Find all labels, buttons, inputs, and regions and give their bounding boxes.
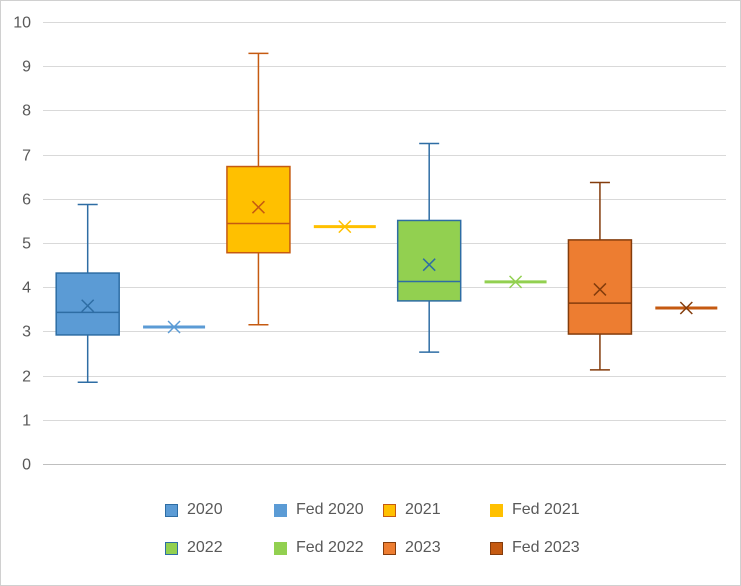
mean-marker-2023-b <box>593 282 607 296</box>
y-tick-label-9: 9 <box>22 59 31 76</box>
mean-marker-2021-b <box>251 200 265 214</box>
mean-marker-fed-2021 <box>338 220 352 234</box>
mean-marker-fed-2020 <box>167 320 181 334</box>
box-2023 <box>567 239 633 335</box>
y-tick-label-7: 7 <box>22 148 31 165</box>
y-tick-label-6: 6 <box>22 192 31 209</box>
box-2020 <box>55 272 120 336</box>
y-tick-label-5: 5 <box>22 236 31 253</box>
mean-marker-2022 <box>422 258 436 272</box>
y-tick-label-3: 3 <box>22 324 31 341</box>
mean-marker-fed-2022 <box>509 275 523 289</box>
y-axis-ticks: 0 1 2 3 4 5 6 7 8 9 10 <box>13 15 31 474</box>
mean-marker-fed-2020-b <box>167 320 181 334</box>
mean-marker-2022-b <box>422 258 436 272</box>
mean-marker-2020 <box>81 299 95 313</box>
y-tick-label-8: 8 <box>22 103 31 120</box>
y-tick-label-10: 10 <box>13 15 31 32</box>
box-2021 <box>226 165 291 254</box>
mean-marker-fed-2021-b <box>338 220 352 234</box>
y-tick-label-0: 0 <box>22 457 31 474</box>
mean-marker-2023 <box>593 282 607 296</box>
box-2022 <box>396 219 462 302</box>
y-tick-label-2: 2 <box>22 369 31 386</box>
mean-marker-fed-2022-b <box>509 275 523 289</box>
mean-marker-fed-2023 <box>679 301 693 315</box>
mean-marker-fed-2023-b <box>679 301 693 315</box>
mean-marker-2020-b <box>81 299 95 313</box>
plot-series <box>55 52 718 383</box>
y-tick-label-4: 4 <box>22 280 31 297</box>
y-tick-label-1: 1 <box>22 413 31 430</box>
mean-marker-2021 <box>251 200 265 214</box>
